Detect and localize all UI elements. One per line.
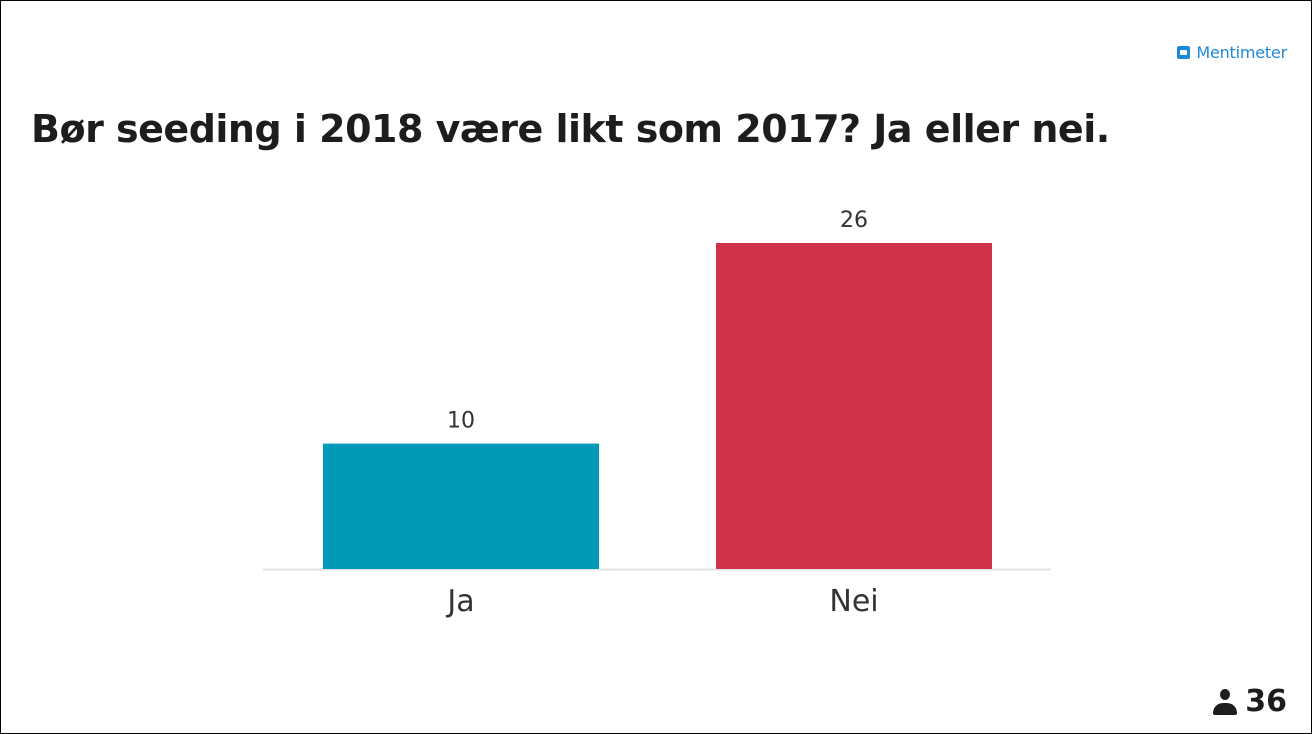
- participant-count: 36: [1213, 684, 1287, 719]
- bar-nei: [716, 243, 992, 569]
- data-label-nei: 26: [840, 208, 868, 233]
- question-title: Bør seeding i 2018 være likt som 2017? J…: [31, 107, 1110, 151]
- brand-name: Mentimeter: [1196, 43, 1287, 62]
- user-icon: [1213, 688, 1238, 715]
- data-label-ja: 10: [447, 409, 475, 434]
- bar-ja: [323, 443, 599, 569]
- mentimeter-brand: Mentimeter: [1177, 43, 1287, 62]
- category-label-nei: Nei: [829, 584, 878, 619]
- mentimeter-logo-icon: [1177, 46, 1191, 59]
- category-label-ja: Ja: [445, 584, 474, 619]
- participants-count-value: 36: [1245, 684, 1287, 719]
